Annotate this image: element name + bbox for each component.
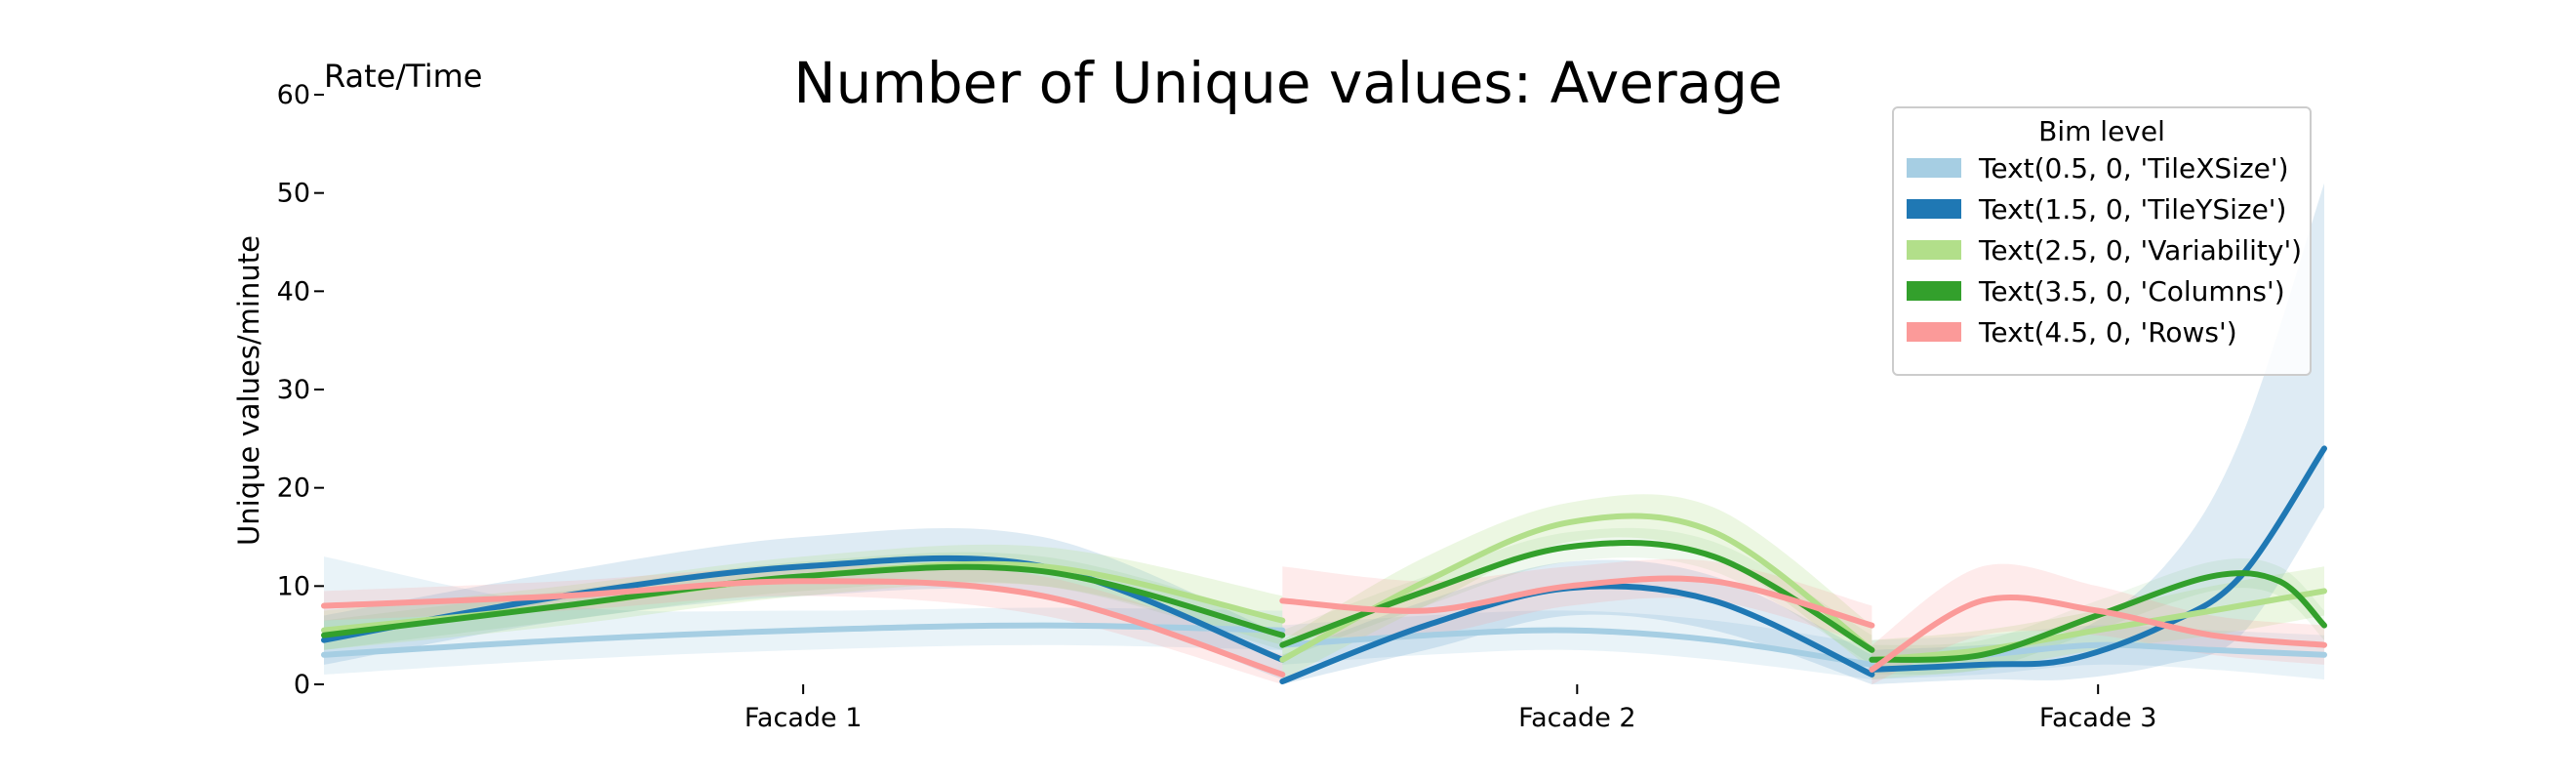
- legend: Bim level Text(0.5, 0, 'TileXSize') Text(1…: [1892, 106, 2312, 376]
- y-tick-label: 0: [294, 670, 310, 700]
- legend-swatch-variability: [1907, 240, 1961, 260]
- x-tick-label: Facade 1: [745, 703, 863, 733]
- y-tick-label: 30: [277, 375, 310, 405]
- x-tick-label: Facade 2: [1518, 703, 1636, 733]
- line-columns-facade-1: [321, 563, 1286, 638]
- line-tilexsize-facade-2: [1279, 627, 1875, 668]
- chart-title: Number of Unique values: Average: [793, 50, 1783, 116]
- band-tileysize-facade-2: [1282, 559, 1872, 684]
- band-columns-facade-1: [324, 552, 1283, 650]
- line-rows-facade-2: [1279, 575, 1875, 629]
- y-axis-label: Unique values/minute: [232, 235, 265, 546]
- band-tileysize-facade-3: [1872, 183, 2324, 685]
- legend-frame: [1892, 106, 2312, 376]
- line-rows-facade-1: [321, 578, 1286, 678]
- y-tick-label: 40: [277, 276, 310, 307]
- line-tilexsize-facade-1: [321, 622, 1286, 658]
- band-tilexsize-facade-2: [1282, 610, 1872, 679]
- legend-swatch-tileysize: [1907, 199, 1961, 219]
- legend-label-columns: Text(3.5, 0, 'Columns'): [1978, 275, 2285, 308]
- legend-swatch-columns: [1907, 281, 1961, 301]
- y-tick-label: 50: [277, 179, 310, 209]
- legend-label-variability: Text(2.5, 0, 'Variability'): [1978, 234, 2302, 267]
- line-variability-facade-3: [1869, 588, 2327, 663]
- line-columns-facade-3: [1869, 570, 2327, 663]
- band-variability-facade-2: [1282, 494, 1872, 679]
- line-rows-facade-3: [1869, 594, 2327, 673]
- series-lines: [321, 445, 2327, 684]
- y-tick-label: 20: [277, 473, 310, 504]
- legend-label-rows: Text(4.5, 0, 'Rows'): [1978, 316, 2237, 349]
- band-tilexsize-facade-1: [324, 556, 1283, 675]
- y-tick-label: 60: [277, 80, 310, 110]
- legend-label-tilexsize: Text(0.5, 0, 'TileXSize'): [1978, 152, 2289, 185]
- legend-swatch-tilexsize: [1907, 158, 1961, 178]
- legend-swatch-rows: [1907, 322, 1961, 342]
- y-tick-label: 10: [277, 571, 310, 601]
- x-tick-label: Facade 3: [2039, 703, 2157, 733]
- band-rows-facade-3: [1872, 563, 2324, 684]
- axes: 0 10 20 30 40 50 60 Facade 1 Facade 2 Facade 3: [277, 80, 2157, 733]
- line-tileysize-facade-3: [1869, 445, 2327, 673]
- legend-label-tileysize: Text(1.5, 0, 'TileYSize'): [1978, 193, 2286, 226]
- legend-title: Bim level: [2038, 115, 2165, 147]
- line-tileysize-facade-1: [321, 555, 1286, 663]
- corner-label: Rate/Time: [324, 58, 482, 95]
